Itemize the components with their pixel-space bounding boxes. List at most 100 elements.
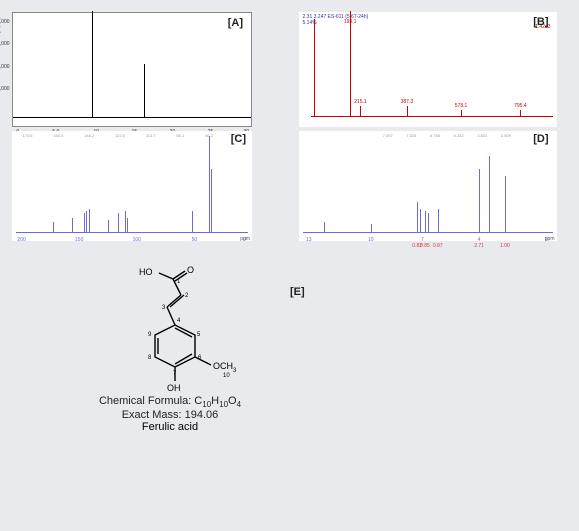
ytick: 1,000 [0,86,10,92]
compound-name: Ferulic acid [70,421,270,433]
integral: 1.00 [500,243,510,249]
panel-a-label: [A] [228,17,243,29]
atom-num: 4 [177,318,181,324]
panel-a-chromatogram: [A] Intensity (uV) Retention time (min) … [12,12,281,127]
nmr-peak [89,209,90,233]
ms-peak-label: 193.1 [344,19,357,25]
nmr-peak [209,136,210,233]
panel-d-1h-nmr: [D] 7.497 7.325 6.785 6.332 3.831 2.509 … [299,131,568,241]
tlab: 56.1 [176,133,184,138]
ms-peak [350,11,351,117]
tlab: 174.6 [22,133,32,138]
tlab: 146.2 [84,133,94,138]
nmr-peak [72,218,73,233]
nmr-peak [505,176,506,233]
atom-label: OH [167,383,181,393]
nmr-peak [417,202,418,233]
nmr-axis [16,232,248,233]
axtick: 10 [368,237,374,243]
ms-peak-label: 387.3 [401,99,414,105]
panel-b-mass-spectrum: [B] 2.31 3.247 ES-611 (5.67-24h) 5.14% 1… [299,12,568,127]
panel-c-label: [C] [231,133,246,145]
ms-plot: [B] 2.31 3.247 ES-611 (5.67-24h) 5.14% 1… [299,12,557,127]
ytick: 3,000 [0,41,10,47]
ms-peak [314,19,315,117]
chrom-peak [144,64,146,118]
axtick: 13 [306,237,312,243]
axtick: 50 [192,237,198,243]
atom-num: 1 [177,279,181,285]
nmr-peak [211,169,212,233]
ppm-label: ppm [240,236,250,242]
ppm-label: ppm [545,236,555,242]
nmr-top-labels: 7.497 7.325 6.785 6.332 3.831 2.509 [376,133,518,138]
atom-label: O [187,265,194,275]
chromatogram-plot: [A] Intensity (uV) Retention time (min) … [12,12,252,127]
tlab: 3.831 [477,133,487,138]
chemical-formula: Chemical Formula: C10H10O4 [70,395,270,409]
nmr-peak [324,222,325,233]
tlab: 2.509 [501,133,511,138]
ms-peak [461,110,462,117]
nmr13c-plot: [C] 174.6 150.4 146.2 122.0 113.7 56.1 4… [12,131,252,241]
ytick: 4,000 [0,19,10,25]
nmr-peak [192,211,193,233]
ms-peak-label: 795.4 [514,103,527,109]
axtick: 150 [75,237,83,243]
tlab: 6.332 [454,133,464,138]
nmr-peak [371,224,372,233]
ms-baseline [311,116,553,117]
tlab: 122.0 [115,133,125,138]
nmr1h-plot: [D] 7.497 7.325 6.785 6.332 3.831 2.509 … [299,131,557,241]
integral: 0.85 [420,243,430,249]
nmr-peak [428,213,429,233]
nmr-peak [84,213,85,233]
atom-sub: 3 [233,368,237,374]
atom-num: 9 [148,332,152,338]
tlab: 7.497 [383,133,393,138]
nmr-peak [127,218,128,233]
axtick: 100 [133,237,141,243]
formula-o-count: 4 [237,400,241,409]
panel-b-label: [B] [533,16,548,28]
panel-e-structure: HO O OCH3 OH 1 2 3 4 5 6 7 8 9 10 Chemic… [70,265,270,433]
nmr-peak [118,213,119,233]
ferulic-acid-structure-svg: HO O OCH3 OH 1 2 3 4 5 6 7 8 9 10 [95,265,245,395]
ms-peak-label: 215.1 [354,99,367,105]
ms-peak [360,106,361,118]
tlab: 6.785 [430,133,440,138]
chrom-baseline [13,117,251,118]
formula-h: H [211,395,219,407]
exact-mass: Exact Mass: 194.06 [70,409,270,421]
formula-c-count: 10 [202,400,211,409]
nmr-peak [479,169,480,233]
atom-label: HO [139,267,153,277]
axtick: 200 [17,237,25,243]
nmr-top-labels: 174.6 150.4 146.2 122.0 113.7 56.1 40.2 … [12,133,252,138]
formula-prefix: Chemical Formula: C [99,395,202,407]
atom-num: 8 [148,355,152,361]
formula-h-count: 10 [219,400,228,409]
panel-c-13c-nmr: [C] 174.6 150.4 146.2 122.0 113.7 56.1 4… [12,131,281,241]
formula-o: O [228,395,237,407]
chrom-peak [92,11,94,118]
integral: 2.71 [474,243,484,249]
integral: 0.87 [433,243,443,249]
tlab: 150.4 [53,133,63,138]
ms-peak [520,110,521,117]
nmr-peak [489,156,490,233]
atom-num: 5 [197,332,201,338]
ms-peak [407,106,408,118]
nmr-peak [420,209,421,233]
atom-num: 7 [173,371,177,377]
nmr-peak [125,211,126,233]
ytick: 2,000 [0,64,10,70]
panel-e-label: [E] [290,286,305,298]
nmr-peak [438,209,439,233]
panel-d-label: [D] [533,133,548,145]
nmr-peak [108,220,109,233]
atom-num: 3 [162,305,166,311]
tlab: 7.325 [406,133,416,138]
atom-num: 2 [185,293,189,299]
atom-num: 10 [223,373,230,379]
